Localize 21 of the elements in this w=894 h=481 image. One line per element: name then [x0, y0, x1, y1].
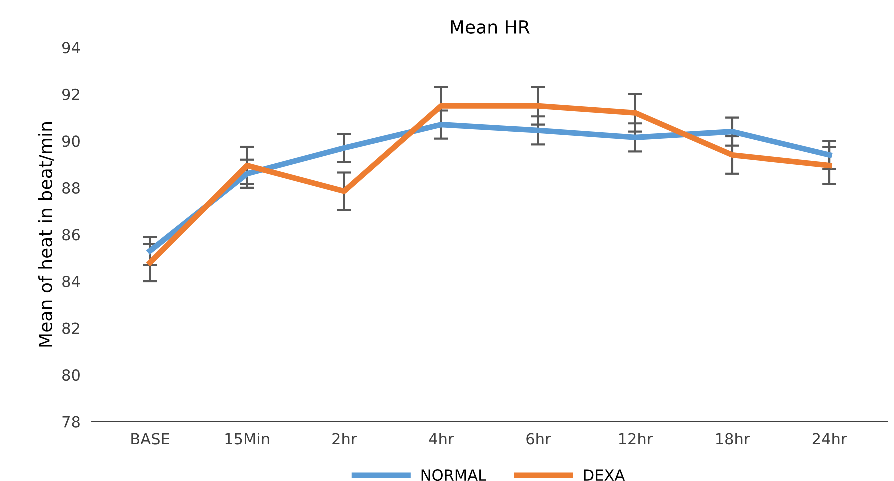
x-tick-label: 24hr	[812, 432, 848, 445]
x-tick-label: 4hr	[429, 432, 454, 445]
y-tick-label: 82	[62, 322, 80, 334]
x-tick-label: 2hr	[332, 432, 358, 445]
y-tick-label: 92	[62, 88, 80, 100]
y-axis-title: Mean of heat in beat/min	[38, 122, 54, 347]
y-tick-label: 94	[62, 42, 80, 54]
y-tick-label: 84	[62, 276, 80, 288]
y-tick-label: 86	[62, 229, 80, 241]
y-tick-label: 78	[62, 416, 80, 428]
legend-label: NORMAL	[422, 470, 486, 481]
x-tick-label: BASE	[132, 433, 170, 445]
y-tick-label: 90	[62, 136, 80, 148]
x-tick-label: 6hr	[526, 432, 552, 445]
legend-label: DEXA	[584, 470, 626, 481]
y-tick-label: 80	[62, 370, 80, 382]
chart-title: Mean HR	[451, 20, 530, 34]
x-tick-label: 12hr	[619, 432, 654, 445]
y-tick-label: 88	[62, 182, 80, 194]
x-tick-label: 18hr	[716, 432, 750, 445]
x-tick-label: 15Min	[226, 432, 270, 445]
